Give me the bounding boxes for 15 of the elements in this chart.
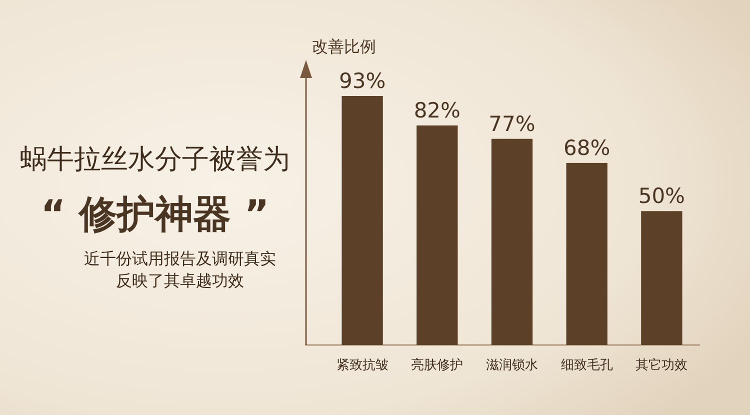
data-label: 93% — [338, 69, 386, 93]
data-label: 82% — [414, 98, 461, 122]
x-tick-label: 滋润锁水 — [486, 358, 538, 373]
y-axis-title: 改善比例 — [312, 37, 376, 56]
data-label: 50% — [638, 184, 686, 208]
data-label: 77% — [488, 112, 536, 136]
text: 蜗牛拉丝水分子被誉为 — [20, 144, 290, 175]
text: 反映了其卓越功效 — [116, 271, 244, 290]
x-tick-label: 其它功效 — [636, 357, 688, 373]
text: 近千份试用报告及调研真实 — [84, 249, 276, 268]
x-tick-label: 紧致抗皱 — [336, 358, 388, 373]
text: “ 修护神器 ” — [40, 192, 270, 236]
data-label: 68% — [563, 136, 610, 160]
x-tick-label: 亮肤修护 — [411, 357, 464, 373]
x-tick-label: 细致毛孔 — [560, 358, 613, 373]
